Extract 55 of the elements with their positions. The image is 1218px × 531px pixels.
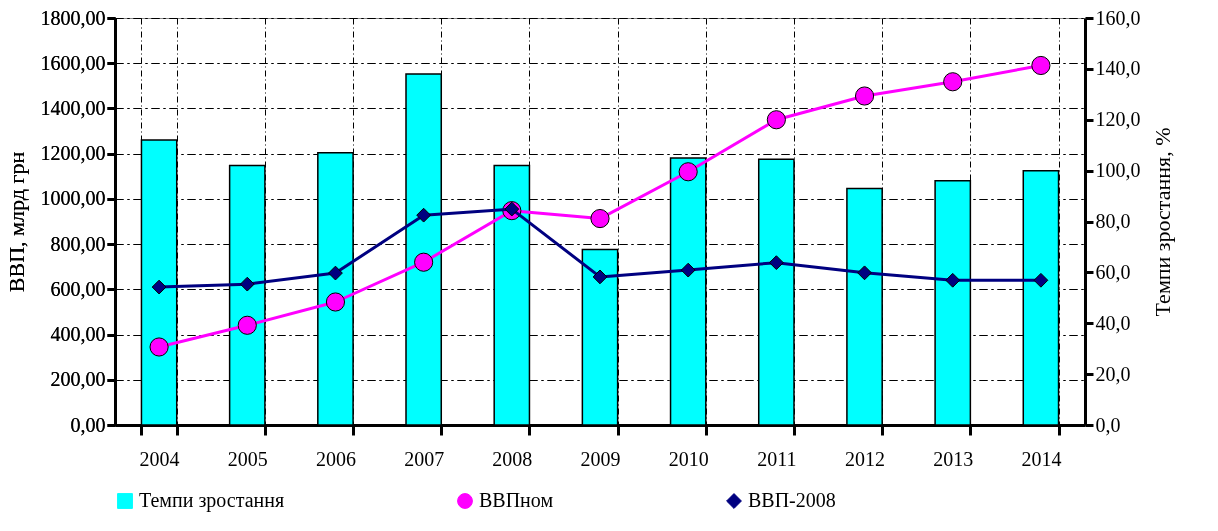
point bbox=[678, 162, 698, 182]
y2-tick-label: 160,0 bbox=[1095, 6, 1141, 29]
point bbox=[680, 262, 696, 278]
y-tick-label: 800,00 bbox=[50, 232, 106, 255]
x-tick-label: 2013 bbox=[933, 447, 974, 470]
y-tick-label: 1400,00 bbox=[40, 96, 106, 119]
point bbox=[325, 292, 346, 312]
x-tick-label: 2011 bbox=[757, 447, 797, 470]
x-tick-label: 2009 bbox=[580, 447, 621, 470]
point bbox=[590, 209, 610, 229]
point bbox=[149, 337, 169, 357]
x-tick-label: 2014 bbox=[1021, 447, 1062, 470]
legend-label: ВВПном bbox=[479, 489, 554, 511]
y2-axis-title: Темпи зростання, % bbox=[1149, 127, 1175, 317]
legend-label: ВВП-2008 bbox=[748, 489, 836, 511]
y2-tick-label: 80,0 bbox=[1095, 210, 1131, 232]
y2-tick-label: 0,0 bbox=[1095, 413, 1121, 436]
point bbox=[239, 276, 255, 292]
x-tick-label: 2008 bbox=[492, 447, 533, 470]
point bbox=[945, 272, 961, 288]
point bbox=[766, 110, 786, 130]
x-tick-label: 2004 bbox=[139, 447, 180, 470]
point bbox=[857, 265, 872, 281]
point bbox=[414, 252, 434, 272]
x-tick-label: 2005 bbox=[227, 447, 268, 470]
y-tick-label: 1000,00 bbox=[40, 187, 106, 210]
point bbox=[237, 315, 257, 335]
x-tick-label: 2012 bbox=[845, 447, 886, 470]
y-tick-label: 200,00 bbox=[50, 368, 106, 391]
legend-label: Темпи зростання bbox=[139, 489, 285, 512]
point bbox=[943, 72, 963, 92]
y2-tick-label: 40,0 bbox=[1095, 311, 1131, 334]
y2-tick-label: 60,0 bbox=[1095, 260, 1131, 283]
x-tick-label: 2010 bbox=[668, 447, 709, 470]
y-tick-label: 600,00 bbox=[50, 277, 106, 300]
point bbox=[1031, 55, 1051, 76]
y2-tick-label: 120,0 bbox=[1095, 108, 1141, 131]
point bbox=[416, 207, 432, 223]
point bbox=[151, 279, 167, 295]
y-tick-label: 0,00 bbox=[70, 413, 106, 436]
point bbox=[854, 86, 875, 106]
y-tick-label: 1800,00 bbox=[40, 6, 106, 29]
y-tick-label: 1600,00 bbox=[40, 51, 106, 74]
point bbox=[768, 255, 784, 271]
y-axis-title: ВВП, млрд грн bbox=[3, 151, 29, 293]
y-tick-label: 400,00 bbox=[50, 323, 106, 346]
x-tick-label: 2006 bbox=[315, 447, 356, 470]
point bbox=[1033, 272, 1049, 288]
y2-tick-label: 140,0 bbox=[1095, 57, 1141, 80]
y-tick-label: 1200,00 bbox=[40, 142, 106, 165]
y2-tick-label: 100,0 bbox=[1095, 159, 1141, 182]
x-tick-label: 2007 bbox=[404, 447, 445, 470]
point bbox=[592, 269, 608, 285]
point bbox=[328, 265, 343, 281]
y2-tick-label: 20,0 bbox=[1095, 362, 1131, 385]
